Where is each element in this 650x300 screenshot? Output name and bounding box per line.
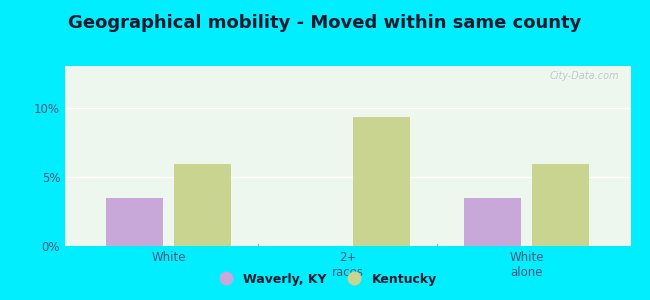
Text: City-Data.com: City-Data.com xyxy=(549,71,619,81)
Bar xyxy=(353,117,410,246)
Bar xyxy=(464,197,521,246)
Bar xyxy=(174,164,231,246)
Bar xyxy=(532,164,590,246)
Text: Geographical mobility - Moved within same county: Geographical mobility - Moved within sam… xyxy=(68,14,582,32)
Bar xyxy=(106,197,163,246)
Legend: Waverly, KY, Kentucky: Waverly, KY, Kentucky xyxy=(208,268,442,291)
